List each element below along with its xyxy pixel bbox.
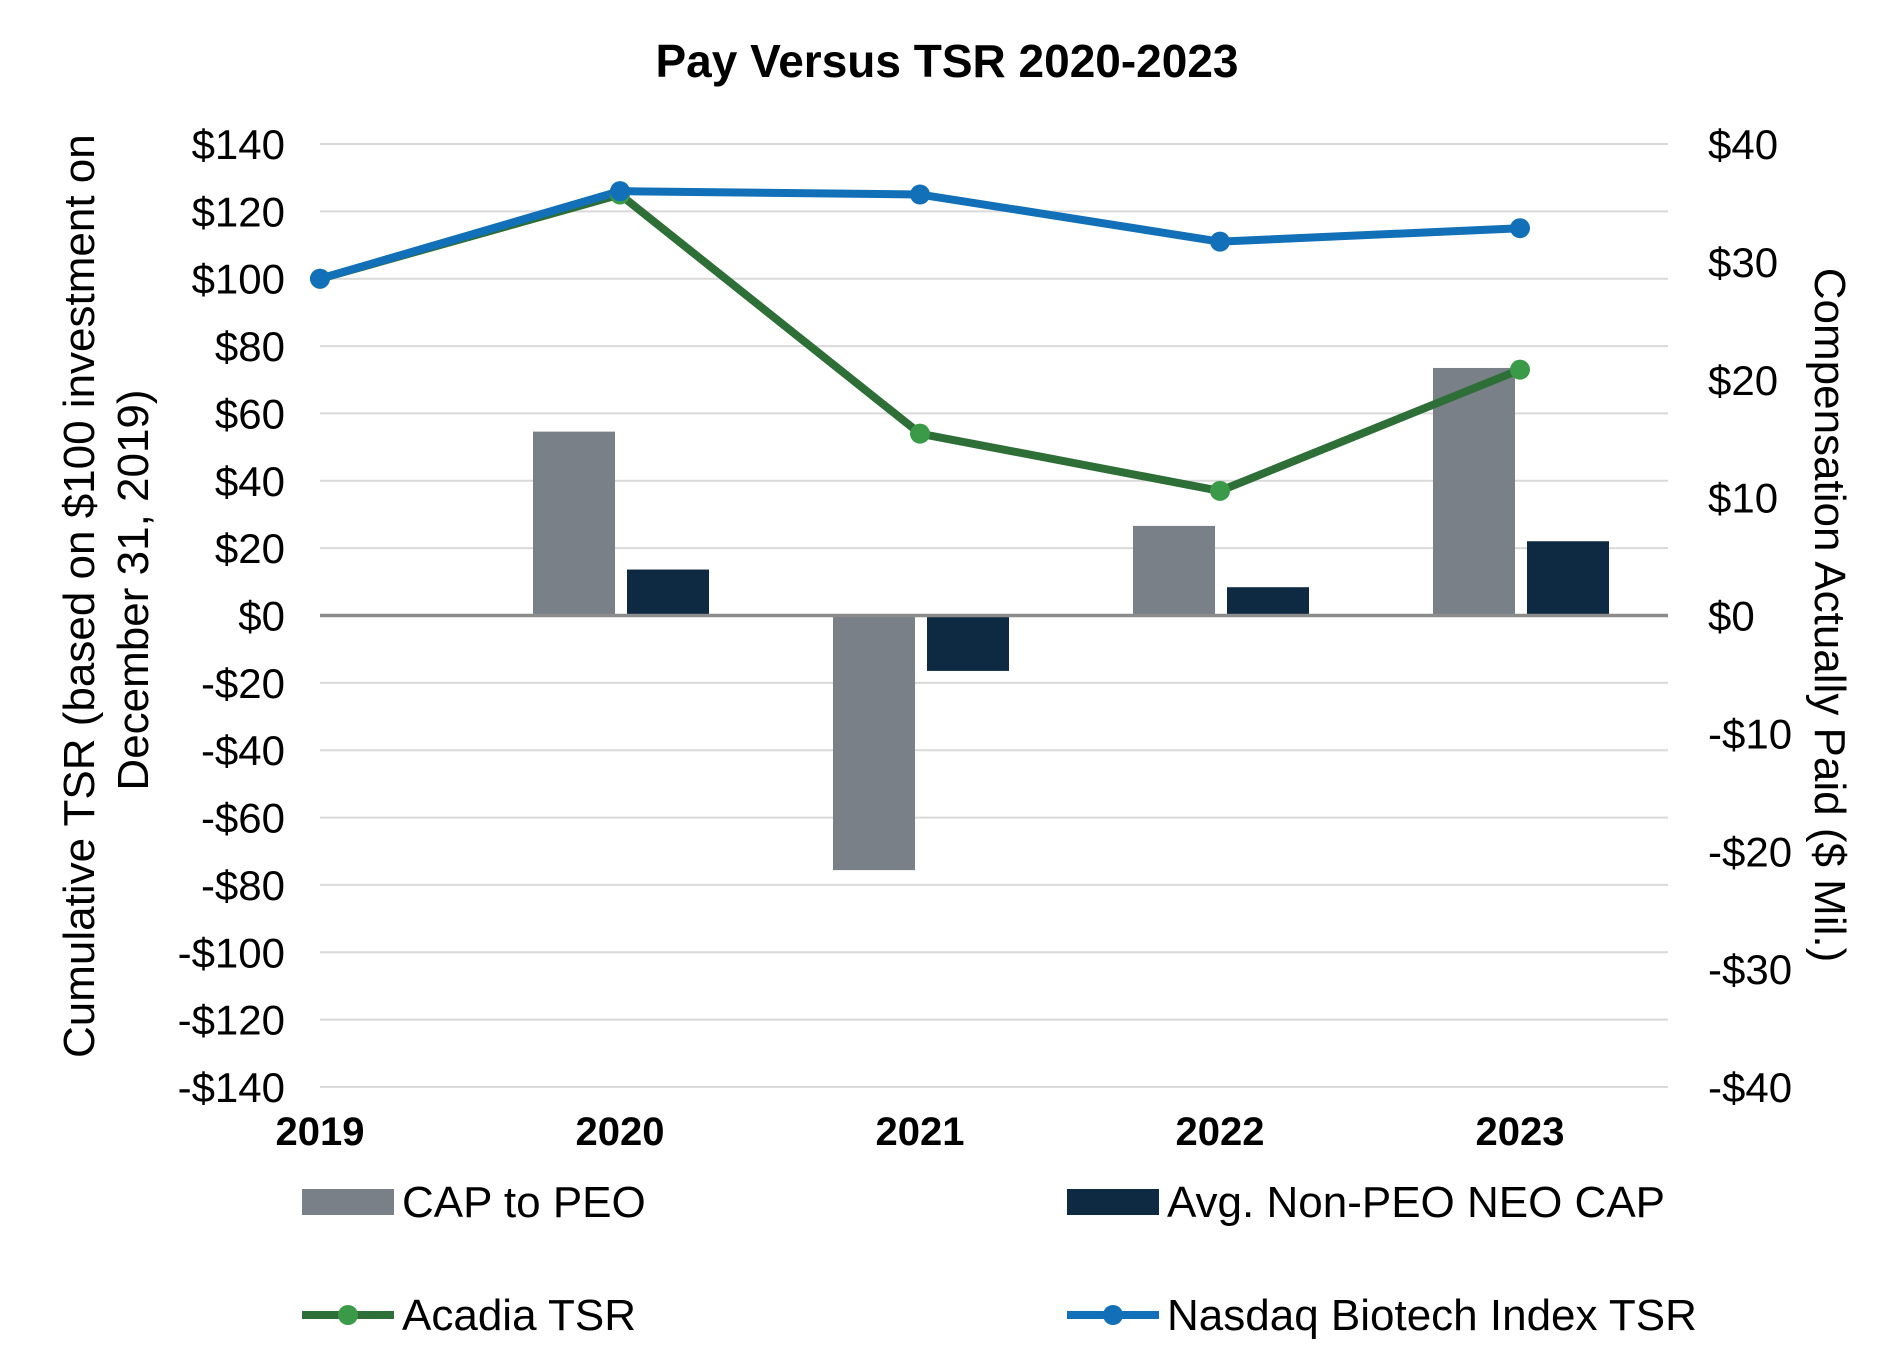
left-axis-ticks: $140 $120 $100 $80 $60 $40 $20 $0 -$20 -$40 -$60 -$… (178, 121, 285, 1111)
right-tick-label: $20 (1708, 357, 1778, 404)
point-nasdaq-biotech-tsr (910, 184, 930, 205)
left-tick-label: $20 (215, 525, 285, 572)
bar-cap-to-peo (1433, 367, 1515, 616)
bar-cap-to-peo (833, 615, 915, 871)
chart-title: Pay Versus TSR 2020-2023 (655, 35, 1238, 87)
right-tick-label: $10 (1708, 475, 1778, 522)
point-nasdaq-biotech-tsr (1510, 218, 1530, 239)
legend-avg-non-peo-neo-cap: Avg. Non-PEO NEO CAP (1067, 1178, 1665, 1227)
left-tick-label: $100 (192, 256, 285, 303)
legend-avg-non-peo-neo-cap-label: Avg. Non-PEO NEO CAP (1167, 1178, 1665, 1227)
left-tick-label: -$140 (178, 1064, 285, 1111)
right-tick-label: -$30 (1708, 946, 1792, 993)
legend-nasdaq-biotech-tsr-swatch-marker (1103, 1305, 1123, 1325)
left-tick-label: -$60 (201, 795, 285, 842)
left-tick-label: -$40 (201, 727, 285, 774)
right-tick-label: $40 (1708, 121, 1778, 168)
series-lines (310, 181, 1530, 501)
legend-acadia-tsr: Acadia TSR (302, 1291, 636, 1340)
point-nasdaq-biotech-tsr (610, 181, 630, 202)
right-tick-label: $30 (1708, 239, 1778, 286)
left-tick-label: $40 (215, 458, 285, 505)
legend: CAP to PEO Avg. Non-PEO NEO CAP Acadia TSR… (302, 1178, 1697, 1340)
point-acadia-tsr (1510, 359, 1530, 380)
left-axis-label: Cumulative TSR (based on $100 investment… (55, 122, 158, 1058)
right-axis-ticks: $40 $30 $20 $10 $0 -$10 -$20 -$30 -$40 (1708, 121, 1792, 1111)
left-tick-label: -$20 (201, 660, 285, 707)
left-tick-label: $80 (215, 323, 285, 370)
x-tick-label: 2022 (1176, 1110, 1265, 1154)
bar-cap-to-peo (533, 431, 615, 616)
right-axis-label: Compensation Actually Paid ($ Mil.) (1805, 268, 1854, 963)
left-axis-label-line-2: December 31, 2019) (109, 389, 158, 790)
point-nasdaq-biotech-tsr (1210, 231, 1230, 252)
legend-cap-to-peo-label: CAP to PEO (402, 1178, 646, 1227)
left-tick-label: -$80 (201, 862, 285, 909)
left-tick-label: -$100 (178, 929, 285, 976)
x-tick-label: 2020 (576, 1110, 665, 1154)
point-acadia-tsr (1210, 480, 1230, 501)
left-tick-label: -$120 (178, 997, 285, 1044)
legend-acadia-tsr-label: Acadia TSR (402, 1291, 636, 1340)
legend-acadia-tsr-swatch-marker (338, 1305, 358, 1325)
left-tick-label: $0 (238, 593, 285, 640)
x-tick-label: 2021 (876, 1110, 965, 1154)
x-tick-label: 2023 (1476, 1110, 1565, 1154)
left-tick-label: $60 (215, 390, 285, 437)
x-axis-ticks: 2019 2020 2021 2022 2023 (276, 1110, 1565, 1154)
legend-avg-non-peo-neo-cap-swatch (1067, 1189, 1159, 1215)
point-acadia-tsr (910, 423, 930, 444)
right-tick-label: -$40 (1708, 1064, 1792, 1111)
left-tick-label: $120 (192, 188, 285, 235)
bar-avg-non-peo-neo-cap (927, 615, 1009, 671)
legend-cap-to-peo-swatch (302, 1189, 394, 1215)
bar-avg-non-peo-neo-cap (1527, 541, 1609, 616)
right-tick-label: -$20 (1708, 828, 1792, 875)
left-tick-label: $140 (192, 121, 285, 168)
right-tick-label: $0 (1708, 593, 1755, 640)
right-tick-label: -$10 (1708, 710, 1792, 757)
left-axis-label-line-1: Cumulative TSR (based on $100 investment… (55, 134, 104, 1058)
bar-cap-to-peo (1133, 525, 1215, 616)
legend-cap-to-peo: CAP to PEO (302, 1178, 646, 1227)
legend-nasdaq-biotech-tsr: Nasdaq Biotech Index TSR (1067, 1291, 1697, 1340)
legend-nasdaq-biotech-tsr-label: Nasdaq Biotech Index TSR (1167, 1291, 1697, 1340)
point-nasdaq-biotech-tsr (310, 268, 330, 289)
bar-avg-non-peo-neo-cap (1227, 587, 1309, 616)
bar-avg-non-peo-neo-cap (627, 569, 709, 616)
bars (533, 367, 1609, 871)
x-tick-label: 2019 (276, 1110, 365, 1154)
